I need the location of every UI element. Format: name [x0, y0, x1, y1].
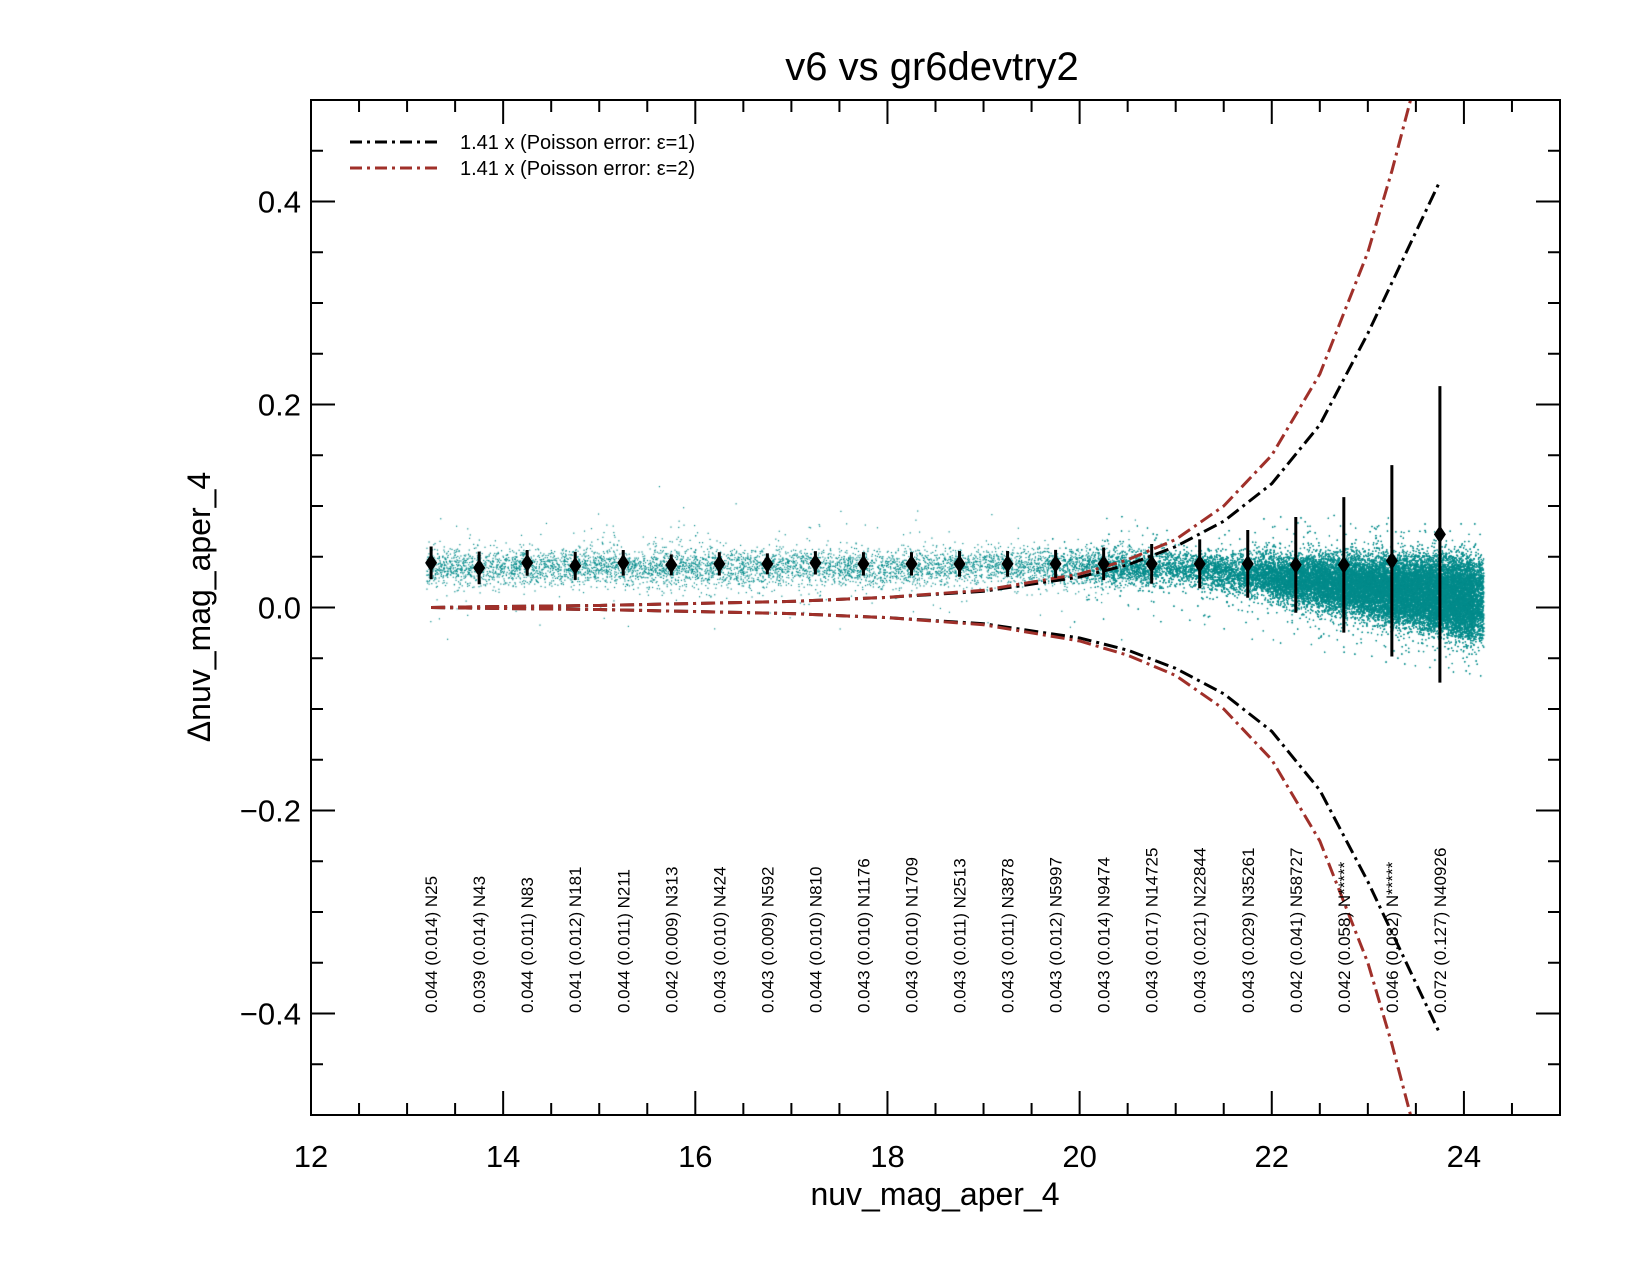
y-tick-label: −0.2	[240, 794, 301, 829]
median-point	[569, 556, 582, 575]
x-tick-label: 18	[870, 1139, 904, 1174]
bin-annotation: 0.041 (0.012) N181	[566, 867, 585, 1014]
y-tick-label: 0.0	[258, 591, 301, 626]
bin-annotation: 0.044 (0.011) N211	[614, 869, 633, 1013]
median-point	[473, 558, 486, 577]
x-tick-label: 22	[1255, 1139, 1289, 1174]
median-point	[857, 554, 870, 573]
median-point	[665, 555, 678, 574]
median-point	[1193, 554, 1206, 573]
median-point	[953, 554, 966, 573]
bin-annotation: 0.043 (0.017) N14725	[1143, 848, 1162, 1013]
bin-annotation: 0.043 (0.010) N1709	[902, 857, 921, 1013]
x-tick-label: 14	[486, 1139, 520, 1174]
median-point	[1337, 555, 1350, 574]
median-point	[1049, 554, 1062, 573]
median-point	[1433, 525, 1446, 544]
median-point	[1289, 555, 1302, 574]
x-axis-title: nuv_mag_aper_4	[810, 1176, 1059, 1212]
median-point	[761, 554, 774, 573]
binned-points	[425, 386, 1446, 683]
bin-annotation: 0.043 (0.021) N22844	[1191, 848, 1210, 1013]
bin-annotation: 0.046 (0.082) N*****	[1383, 861, 1402, 1013]
median-point	[1097, 554, 1110, 573]
legend-label-2: 1.41 x (Poisson error: ε=2)	[460, 158, 695, 180]
bin-annotation: 0.043 (0.010) N1176	[854, 858, 873, 1013]
bin-annotation: 0.044 (0.010) N810	[806, 867, 825, 1014]
median-point	[905, 554, 918, 573]
bin-annotation: 0.043 (0.011) N2513	[951, 858, 970, 1013]
legend: 1.41 x (Poisson error: ε=1) 1.41 x (Poiss…	[350, 132, 695, 180]
y-tick-label: −0.4	[240, 997, 301, 1032]
median-point	[1385, 551, 1398, 570]
axis-ticks: 12 14 16 18 20 22 24 −0.4 −0.2 0.0 0.2 0.4	[240, 99, 1561, 1174]
bin-annotations: 0.044 (0.014) N25 0.039 (0.014) N43 0.044 …	[422, 848, 1450, 1013]
median-point	[1241, 554, 1254, 573]
bin-annotation: 0.042 (0.009) N313	[662, 867, 681, 1014]
median-point	[617, 553, 630, 572]
y-axis-title: Δnuv_mag_aper_4	[181, 472, 217, 742]
curve-upper-2	[431, 100, 1413, 609]
curve-lower-2	[431, 606, 1413, 1115]
y-tick-label: 0.4	[258, 185, 301, 220]
median-point	[1145, 554, 1158, 573]
bin-annotation: 0.043 (0.011) N3878	[999, 858, 1018, 1013]
bin-annotation: 0.042 (0.041) N58727	[1287, 848, 1306, 1013]
legend-label-1: 1.41 x (Poisson error: ε=1)	[460, 132, 695, 154]
median-point	[425, 553, 438, 572]
median-point	[1001, 554, 1014, 573]
y-tick-label: 0.2	[258, 388, 301, 423]
x-tick-label: 20	[1062, 1139, 1096, 1174]
bin-annotation: 0.043 (0.029) N35261	[1239, 848, 1258, 1013]
x-tick-label: 16	[678, 1139, 712, 1174]
poisson-curves	[431, 100, 1442, 1115]
median-point	[713, 554, 726, 573]
x-tick-label: 24	[1447, 1139, 1481, 1174]
bin-annotation: 0.044 (0.014) N25	[422, 876, 441, 1013]
bin-annotation: 0.043 (0.010) N424	[710, 867, 729, 1014]
median-point	[809, 553, 822, 572]
bin-annotation: 0.042 (0.058) N*****	[1335, 861, 1354, 1013]
bin-annotation: 0.043 (0.014) N9474	[1095, 857, 1114, 1013]
x-tick-label: 12	[294, 1139, 328, 1174]
bin-annotation: 0.072 (0.127) N40926	[1431, 848, 1450, 1013]
bin-annotation: 0.043 (0.009) N592	[758, 867, 777, 1014]
median-point	[521, 553, 534, 572]
bin-annotation: 0.039 (0.014) N43	[470, 876, 489, 1013]
bin-annotation: 0.044 (0.011) N83	[518, 877, 537, 1013]
bin-annotation: 0.043 (0.012) N5997	[1047, 857, 1066, 1013]
chart-title: v6 vs gr6devtry2	[785, 45, 1078, 89]
